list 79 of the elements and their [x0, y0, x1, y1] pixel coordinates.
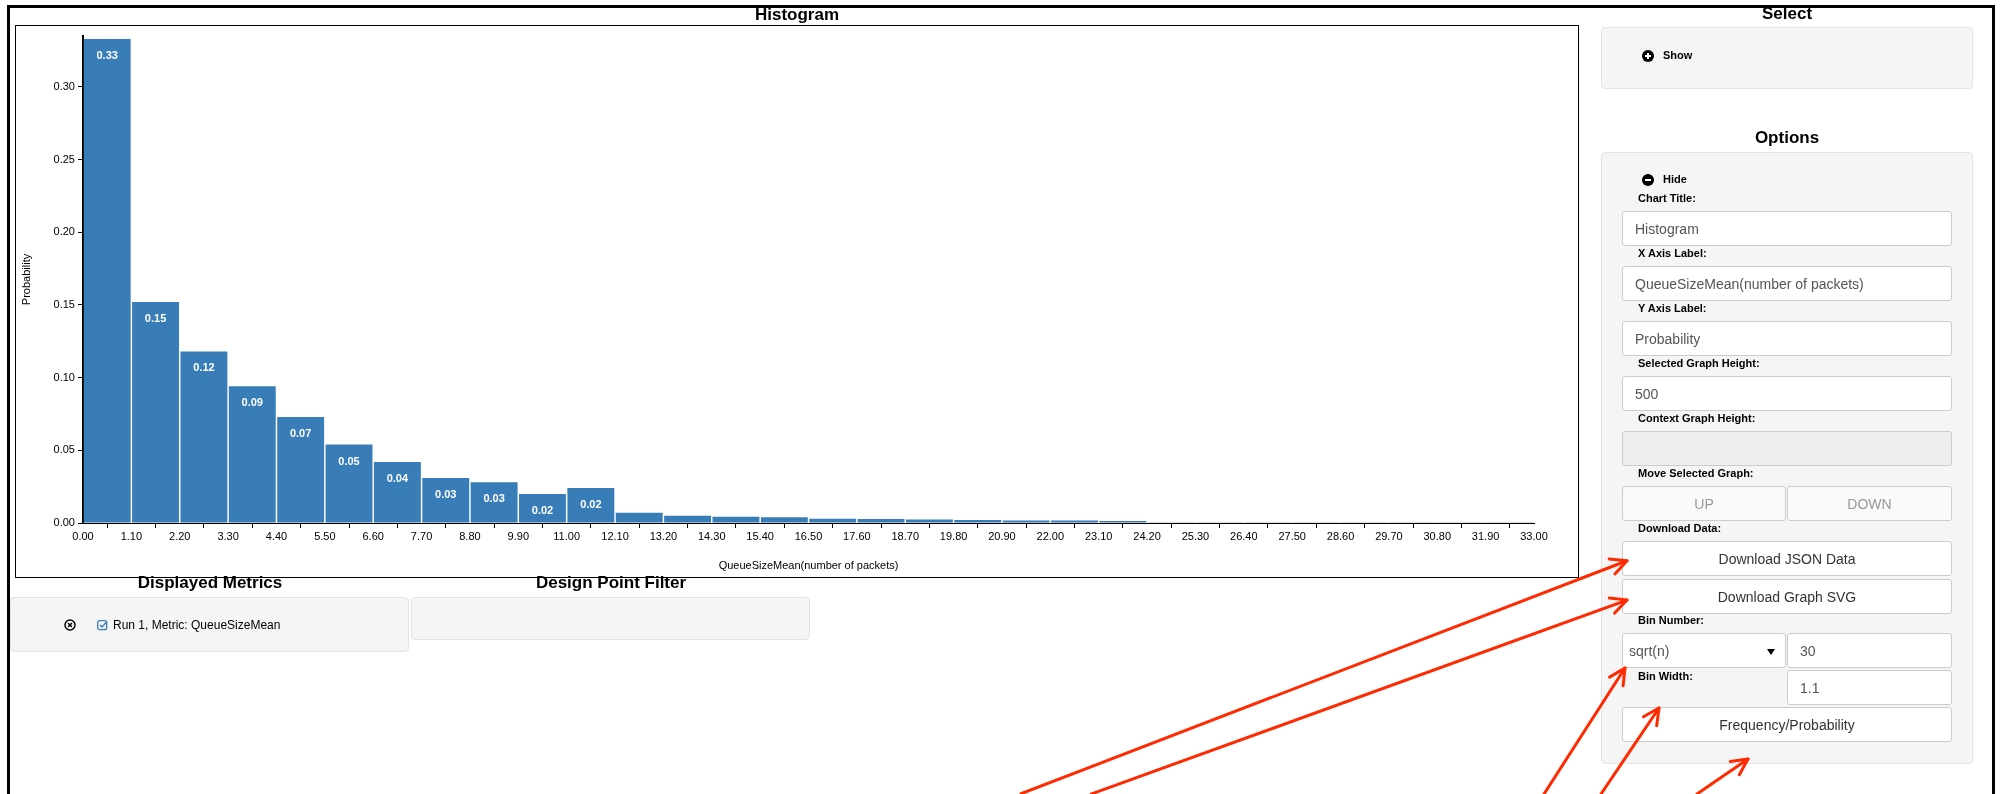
chart-title: Histogram — [753, 5, 841, 25]
text: Show — [1663, 49, 1693, 61]
x-tick-label: 27.50 — [1278, 529, 1306, 542]
text: QueueSizeMean(number of packets) — [1635, 275, 1864, 292]
y-tick-label: 0.25 — [53, 152, 75, 165]
x-tick-label: 16.50 — [794, 529, 823, 542]
y-tick-label: 0.05 — [53, 443, 75, 456]
text: Download Data: — [1638, 522, 1722, 534]
text: 1.1 — [1800, 679, 1820, 696]
x-tick-label: 5.50 — [314, 529, 336, 542]
text: Bin Width: — [1638, 670, 1693, 682]
data-label: 0.04 — [386, 471, 409, 484]
text: 30 — [1800, 642, 1816, 659]
text: sqrt(n) — [1629, 642, 1670, 659]
x-tick-label: 7.70 — [410, 529, 433, 542]
x-tick-label: 12.10 — [601, 529, 629, 542]
x-tick-label: 3.30 — [217, 529, 239, 542]
data-label: 0.02 — [531, 503, 554, 516]
x-tick-label: 15.40 — [746, 529, 774, 542]
text: Displayed Metrics — [136, 573, 284, 593]
x-tick-label: 4.40 — [265, 529, 288, 542]
x-tick-label: 26.40 — [1230, 529, 1258, 542]
text: 500 — [1635, 385, 1659, 402]
x-tick-label: 14.30 — [698, 529, 726, 542]
y-tick-label: 0.00 — [53, 516, 75, 529]
y-tick-label: 0.20 — [53, 225, 75, 238]
y-axis-title: Probability — [19, 253, 32, 306]
x-tick-label: 30.80 — [1423, 529, 1452, 542]
text: Frequency/Probability — [1719, 716, 1855, 733]
x-tick-label: 29.70 — [1375, 529, 1403, 542]
x-tick-label: 2.20 — [169, 529, 191, 542]
text: Options — [1753, 128, 1821, 148]
x-tick-label: 18.70 — [891, 529, 919, 542]
text: Hide — [1663, 173, 1687, 185]
x-tick-label: 19.80 — [939, 529, 968, 542]
text: Download Graph SVG — [1717, 588, 1857, 605]
x-tick-label: 28.60 — [1326, 529, 1355, 542]
y-tick-label: 0.15 — [53, 297, 75, 310]
text: Download JSON Data — [1718, 550, 1856, 567]
x-tick-label: 13.20 — [649, 529, 678, 542]
data-label: 0.03 — [435, 487, 457, 500]
y-tick-label: 0.30 — [53, 79, 75, 92]
x-tick-label: 20.90 — [988, 529, 1016, 542]
x-tick-label: 11.00 — [553, 529, 581, 542]
text: X Axis Label: — [1638, 247, 1707, 259]
data-label: 0.09 — [241, 396, 263, 409]
data-label: 0.02 — [580, 498, 602, 511]
text: Y Axis Label: — [1638, 302, 1707, 314]
data-label: 0.15 — [144, 312, 167, 325]
text: Histogram — [1635, 220, 1699, 237]
x-tick-label: 31.90 — [1471, 529, 1500, 542]
text: Move Selected Graph: — [1638, 467, 1754, 479]
text: Context Graph Height: — [1638, 412, 1756, 424]
y-tick-label: 0.10 — [53, 370, 75, 383]
data-label: 0.03 — [483, 492, 505, 505]
text: Selected Graph Height: — [1638, 357, 1760, 369]
x-axis-title: QueueSizeMean(number of packets) — [718, 559, 899, 572]
text: Bin Number: — [1638, 614, 1704, 626]
x-tick-label: 23.10 — [1084, 529, 1113, 542]
x-tick-label: 33.00 — [1520, 529, 1548, 542]
x-tick-label: 1.10 — [120, 529, 143, 542]
data-label: 0.33 — [96, 48, 118, 61]
data-label: 0.07 — [289, 426, 312, 439]
text: Probability — [1635, 330, 1701, 347]
data-label: 0.05 — [338, 454, 360, 467]
text: Select — [1760, 4, 1814, 24]
text: Run 1, Metric: QueueSizeMean — [113, 618, 281, 632]
text: DOWN — [1847, 495, 1892, 512]
x-tick-label: 9.90 — [507, 529, 530, 542]
x-tick-label: 8.80 — [459, 529, 481, 542]
data-label: 0.12 — [193, 361, 215, 374]
x-tick-label: 17.60 — [843, 529, 871, 542]
x-tick-label: 6.60 — [362, 529, 384, 542]
x-tick-label: 22.00 — [1036, 529, 1065, 542]
x-tick-label: 0.00 — [72, 529, 94, 542]
text: Chart Title: — [1638, 192, 1696, 204]
x-tick-label: 25.30 — [1181, 529, 1210, 542]
x-tick-label: 24.20 — [1133, 529, 1161, 542]
text: UP — [1694, 495, 1714, 512]
